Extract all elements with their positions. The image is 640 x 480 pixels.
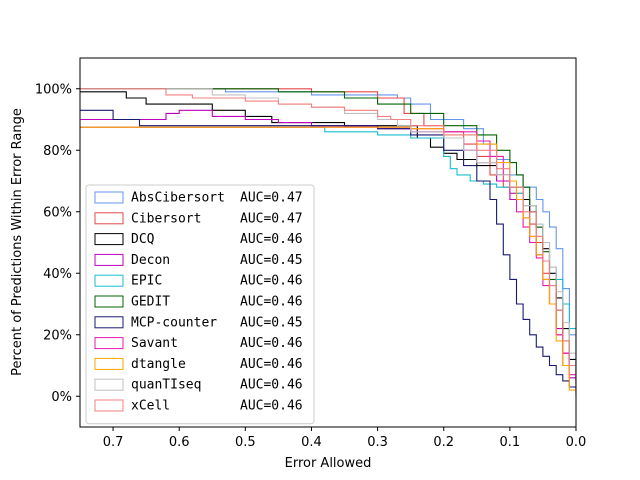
y-tick-label: 20% [43,328,72,343]
x-axis-label: Error Allowed [285,456,372,471]
legend-auc-label: AUC=0.46 [240,378,303,393]
legend-series-name: Savant [131,336,178,351]
legend-swatch [94,357,124,370]
legend-series-name: Cibersort [131,211,201,226]
legend-auc-label: AUC=0.46 [240,232,303,247]
legend-auc-label: AUC=0.46 [240,336,303,351]
x-tick-label: 0.0 [566,435,587,450]
x-tick-label: 0.4 [301,435,322,450]
legend-auc-label: AUC=0.47 [240,191,303,206]
legend-swatch [94,399,124,412]
legend-series-name: MCP-counter [131,315,217,330]
legend: AbsCibersort AUC=0.47 Cibersort AUC=0.47 DCQ… [85,184,315,425]
legend-series-name: EPIC [131,274,162,289]
legend-swatch [94,274,124,287]
legend-swatch [94,316,124,329]
legend-swatch [94,295,124,308]
legend-swatch [94,191,124,204]
y-tick-label: 40% [43,267,72,282]
legend-series-name: dtangle [131,357,186,372]
legend-auc-label: AUC=0.46 [240,274,303,289]
legend-series-name: xCell [131,399,170,414]
y-tick-label: 80% [43,144,72,159]
y-tick-label: 60% [43,205,72,220]
plot-frame [79,57,577,428]
x-axis: 0.7 0.6 0.5 0.4 0.3 0.2 0.1 0.0 [103,427,587,450]
y-axis-label: Percent of Predictions Within Error Rang… [10,108,25,376]
x-tick-label: 0.5 [235,435,256,450]
y-axis: 0% 20% 40% 60% 80% 100% [35,82,80,405]
series-layer [80,88,576,397]
legend-auc-label: AUC=0.46 [240,295,303,310]
legend-auc-label: AUC=0.47 [240,211,303,226]
x-tick-label: 0.2 [433,435,454,450]
legend-auc-label: AUC=0.45 [240,253,303,268]
legend-swatch [94,212,124,225]
legend-swatch [94,337,124,350]
legend-series-name: Decon [131,253,170,268]
legend-box [85,184,315,425]
legend-series-name: GEDIT [131,295,170,310]
legend-series-name: DCQ [131,232,155,247]
legend-auc-label: AUC=0.46 [240,357,303,372]
x-tick-label: 0.3 [367,435,388,450]
x-tick-label: 0.1 [500,435,521,450]
legend-auc-label: AUC=0.46 [240,399,303,414]
legend-swatch [94,378,124,391]
y-tick-label: 100% [35,82,72,97]
legend-auc-label: AUC=0.45 [240,315,303,330]
x-tick-label: 0.6 [169,435,190,450]
series-line-dcq [80,91,576,384]
legend-series-name: AbsCibersort [131,191,225,206]
legend-series-name: quanTIseq [131,378,201,393]
x-tick-label: 0.7 [103,435,124,450]
series-line-xcell [80,88,576,384]
legend-swatch [94,233,124,246]
y-tick-label: 0% [51,390,72,405]
legend-swatch [94,253,124,266]
